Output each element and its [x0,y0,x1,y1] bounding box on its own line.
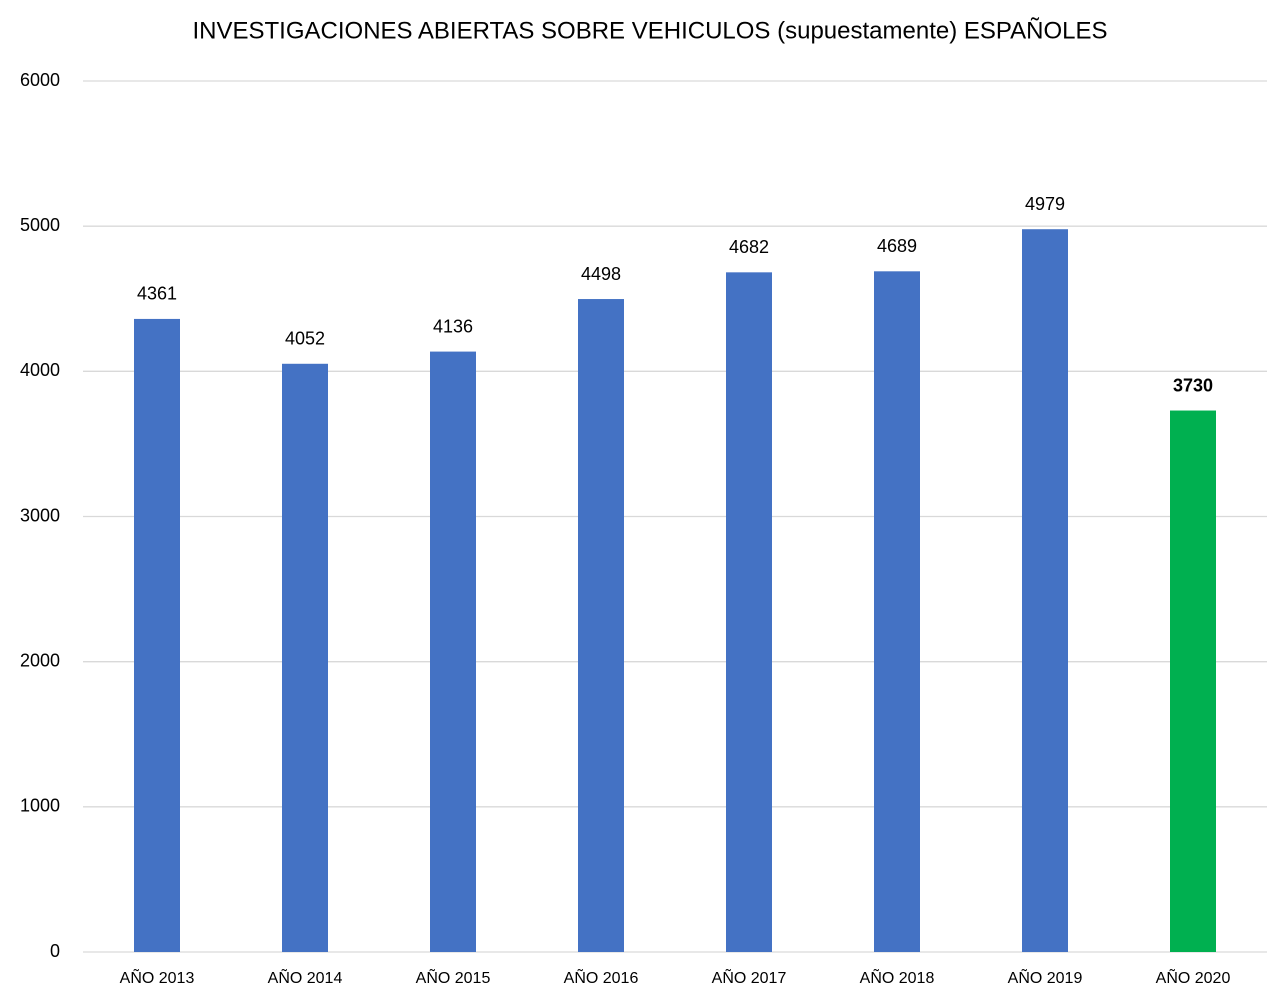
x-tick-label: AÑO 2017 [712,967,787,987]
bar [134,318,180,952]
bar [282,363,328,952]
x-tick-label: AÑO 2013 [120,967,195,987]
chart-title: INVESTIGACIONES ABIERTAS SOBRE VEHICULOS… [193,17,1108,44]
data-label: 3730 [1173,375,1213,395]
data-label: 4136 [433,316,473,336]
data-label: 4498 [581,264,621,284]
bar [578,299,624,952]
data-label: 4361 [137,284,177,304]
data-label: 4682 [729,237,769,257]
x-tick-label: AÑO 2019 [1008,967,1083,987]
x-tick-label: AÑO 2014 [268,967,343,987]
data-label: 4979 [1025,194,1065,214]
x-tick-label: AÑO 2015 [416,967,491,987]
y-tick-label: 2000 [20,650,60,670]
y-tick-label: 1000 [20,796,60,816]
y-tick-label: 6000 [20,70,60,90]
y-tick-label: 5000 [20,215,60,235]
x-tick-label: AÑO 2018 [860,967,935,987]
bar [1022,229,1068,953]
y-tick-label: 3000 [20,505,60,525]
bar [726,272,772,952]
bar [1170,410,1216,952]
x-tick-label: AÑO 2020 [1156,967,1231,987]
data-label: 4052 [285,329,325,349]
bar [430,351,476,952]
bar [874,271,920,953]
y-tick-label: 0 [50,941,60,961]
data-label: 4689 [877,236,917,256]
x-tick-label: AÑO 2016 [564,967,639,987]
y-tick-label: 4000 [20,360,60,380]
